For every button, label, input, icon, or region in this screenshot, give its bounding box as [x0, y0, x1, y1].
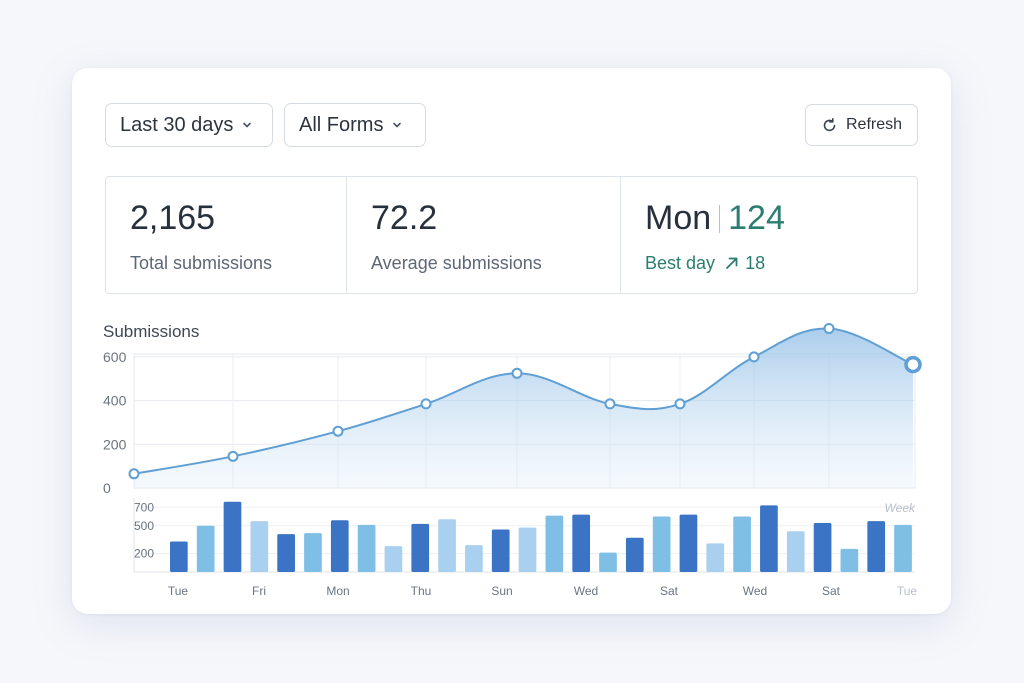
refresh-label: Refresh	[845, 116, 903, 133]
line-point	[748, 351, 760, 363]
bar	[545, 515, 564, 572]
bar	[786, 531, 805, 572]
submissions-chart: 0 200 400 600 200 500 700 Tue Fri Mon Thu Sun Wed S…	[103, 323, 922, 598]
line-chart-points	[128, 323, 922, 480]
submissions-line	[133, 327, 914, 475]
y-tick-label: 400	[103, 393, 127, 409]
bar-x-tick-label: Thu	[411, 584, 432, 598]
refresh-button[interactable]: Refresh	[805, 104, 918, 146]
y-tick-label: 0	[103, 480, 111, 496]
stat-average-value: 72.2	[371, 199, 438, 237]
bar	[679, 514, 698, 572]
line-point	[332, 425, 344, 437]
bar	[384, 546, 403, 572]
bar	[357, 524, 376, 572]
bar-y-tick-label: 200	[134, 547, 154, 561]
bar	[760, 505, 778, 572]
bar-chart-y-axis: 200 500 700	[134, 500, 154, 560]
stat-total-value: 2,165	[130, 199, 216, 237]
bar	[867, 521, 886, 572]
bar	[330, 520, 349, 572]
best-day-delta: 18	[745, 253, 766, 273]
line-point	[904, 355, 922, 374]
line-point	[674, 398, 686, 410]
bar-x-tick-label: Tue	[168, 584, 189, 598]
divider	[719, 205, 721, 233]
bar	[706, 543, 725, 572]
stat-total: 2,165 Total submissions	[106, 177, 346, 293]
bar-x-tick-label: Sat	[660, 584, 679, 598]
bar	[572, 514, 591, 572]
bar-y-tick-label: 700	[134, 500, 154, 514]
line-point	[823, 323, 835, 335]
stats-panel: 2,165 Total submissions 72.2 Average sub…	[105, 176, 918, 294]
bar	[196, 525, 215, 572]
submissions-area	[134, 328, 913, 488]
bar	[491, 529, 510, 572]
bar-x-tick-label: Sun	[491, 584, 512, 598]
bar	[250, 521, 269, 572]
stat-best-label: Best day 18	[645, 253, 765, 274]
bar-x-tick-label: Wed	[743, 584, 767, 598]
date-range-label: Last 30 days	[120, 113, 234, 136]
bar	[411, 523, 430, 572]
bar-chart-bars	[170, 501, 912, 572]
bar-y-tick-label: 500	[134, 519, 154, 533]
bar	[840, 548, 859, 572]
bar	[170, 541, 188, 572]
bar	[465, 545, 483, 572]
bar-x-tick-label: Tue	[897, 584, 918, 598]
bar	[894, 524, 912, 572]
bar	[652, 516, 671, 572]
bar	[438, 519, 456, 572]
best-day-count: 124	[728, 199, 785, 237]
bar-x-tick-label: Sat	[822, 584, 841, 598]
chart-title: Submissions	[103, 322, 200, 341]
line-chart-y-axis: 0 200 400 600	[103, 349, 127, 496]
bar-x-tick-label: Mon	[326, 584, 349, 598]
chevron-down-icon	[243, 122, 252, 128]
y-tick-label: 600	[103, 349, 127, 365]
forms-label: All Forms	[299, 113, 384, 136]
refresh-icon	[823, 117, 836, 131]
best-day-name: Mon	[645, 199, 712, 237]
bar	[518, 527, 537, 572]
bar-legend-label: Week	[885, 501, 916, 515]
y-tick-label: 200	[103, 436, 127, 452]
bar	[223, 501, 242, 572]
date-range-select[interactable]: Last 30 days	[105, 103, 273, 147]
stat-total-label: Total submissions	[130, 253, 273, 273]
analytics-card: Last 30 days All Forms Refresh 2,165 Tot…	[72, 68, 951, 614]
bar	[733, 516, 751, 572]
bar-chart-x-axis: Tue Fri Mon Thu Sun Wed Sat Wed Sat Tue	[168, 584, 918, 598]
chevron-down-icon	[393, 122, 402, 128]
bar	[304, 533, 322, 572]
forms-select[interactable]: All Forms	[284, 103, 426, 147]
line-point	[227, 450, 239, 462]
bar	[625, 537, 644, 572]
line-point	[128, 468, 140, 480]
stat-best-day: Mon 124 Best day 18	[620, 177, 917, 293]
bar	[277, 534, 295, 572]
stat-best-value: Mon 124	[645, 199, 785, 238]
bar-x-tick-label: Wed	[574, 584, 598, 598]
line-point	[420, 398, 432, 410]
line-point	[511, 367, 523, 379]
arrow-up-right-icon	[726, 257, 738, 269]
best-day-label: Best day	[645, 253, 716, 273]
bar-x-tick-label: Fri	[252, 584, 266, 598]
stat-average: 72.2 Average submissions	[346, 177, 620, 293]
bar	[813, 522, 832, 572]
bar	[599, 552, 617, 572]
line-point	[604, 398, 616, 410]
stat-average-label: Average submissions	[371, 253, 542, 273]
